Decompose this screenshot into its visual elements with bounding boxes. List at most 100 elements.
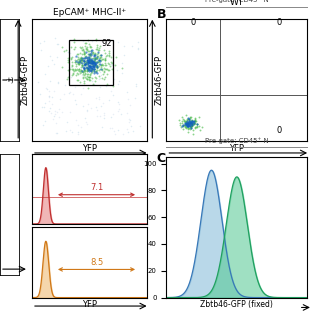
Point [91, 60, 96, 65]
Point [106, 48, 111, 53]
Point [62, 83, 67, 88]
Point [84, 58, 89, 63]
Point [187, 126, 192, 131]
Point [94, 64, 99, 69]
Point [126, 120, 131, 125]
Point [38, 91, 43, 96]
Point [89, 57, 94, 62]
Point [103, 63, 108, 68]
Point [181, 119, 186, 124]
Point [89, 60, 94, 65]
Point [187, 116, 192, 121]
Text: 92: 92 [101, 39, 112, 48]
Point [102, 75, 107, 80]
Point [86, 53, 92, 59]
Point [92, 61, 98, 66]
Point [93, 46, 98, 52]
Point [76, 60, 82, 65]
Point [75, 70, 80, 76]
Point [189, 121, 195, 126]
Point [93, 69, 98, 75]
Point [84, 53, 89, 58]
Point [92, 62, 97, 68]
Point [87, 67, 92, 72]
Point [97, 77, 102, 82]
Point [183, 122, 188, 127]
Point [88, 67, 93, 72]
Point [79, 62, 84, 67]
Point [87, 71, 92, 76]
Point [103, 56, 108, 61]
Point [90, 63, 95, 68]
Point [180, 124, 186, 129]
Point [104, 66, 109, 71]
Point [92, 57, 98, 62]
Point [111, 37, 116, 42]
Point [114, 55, 119, 60]
Point [87, 67, 92, 72]
Point [74, 117, 79, 122]
Point [82, 56, 87, 61]
Point [91, 59, 96, 64]
Point [180, 119, 185, 124]
Point [84, 64, 90, 69]
Point [134, 83, 139, 88]
Point [74, 66, 79, 71]
Point [95, 64, 100, 69]
Point [88, 53, 93, 58]
Point [88, 106, 93, 111]
Point [74, 57, 79, 62]
Point [88, 64, 93, 69]
Point [189, 126, 194, 131]
Point [61, 48, 67, 53]
Point [77, 58, 83, 63]
Text: 0: 0 [276, 18, 282, 27]
Point [76, 123, 81, 128]
Point [86, 59, 92, 64]
Point [81, 104, 86, 109]
Point [89, 59, 94, 64]
Point [98, 58, 103, 63]
Point [86, 49, 92, 54]
Point [52, 112, 58, 117]
Point [94, 64, 100, 69]
Point [90, 49, 95, 54]
Point [39, 48, 44, 53]
Point [75, 78, 80, 83]
Point [73, 67, 78, 72]
Point [79, 125, 84, 130]
Point [78, 59, 83, 64]
Point [109, 126, 114, 131]
Point [76, 61, 81, 66]
Point [56, 106, 61, 111]
Point [91, 63, 96, 68]
Point [190, 121, 195, 126]
Point [69, 75, 74, 80]
Y-axis label: Zbtb46-GFP: Zbtb46-GFP [20, 55, 29, 105]
Point [82, 68, 87, 73]
Point [62, 91, 67, 96]
Point [192, 119, 197, 124]
Point [132, 96, 138, 101]
Point [106, 61, 111, 67]
Point [85, 67, 90, 72]
Point [86, 60, 92, 66]
Point [90, 67, 95, 72]
Point [91, 51, 96, 56]
Point [75, 57, 80, 62]
Point [81, 60, 86, 65]
Point [85, 60, 90, 65]
Point [82, 61, 87, 66]
Point [92, 64, 97, 69]
Point [116, 107, 121, 112]
Point [60, 65, 65, 70]
Point [97, 57, 102, 62]
Point [185, 124, 190, 129]
Point [136, 45, 141, 51]
X-axis label: Zbtb46-GFP (fixed): Zbtb46-GFP (fixed) [200, 300, 273, 309]
Point [196, 123, 201, 128]
Point [48, 53, 53, 59]
Point [86, 52, 91, 57]
Point [78, 56, 83, 61]
Point [81, 65, 86, 70]
